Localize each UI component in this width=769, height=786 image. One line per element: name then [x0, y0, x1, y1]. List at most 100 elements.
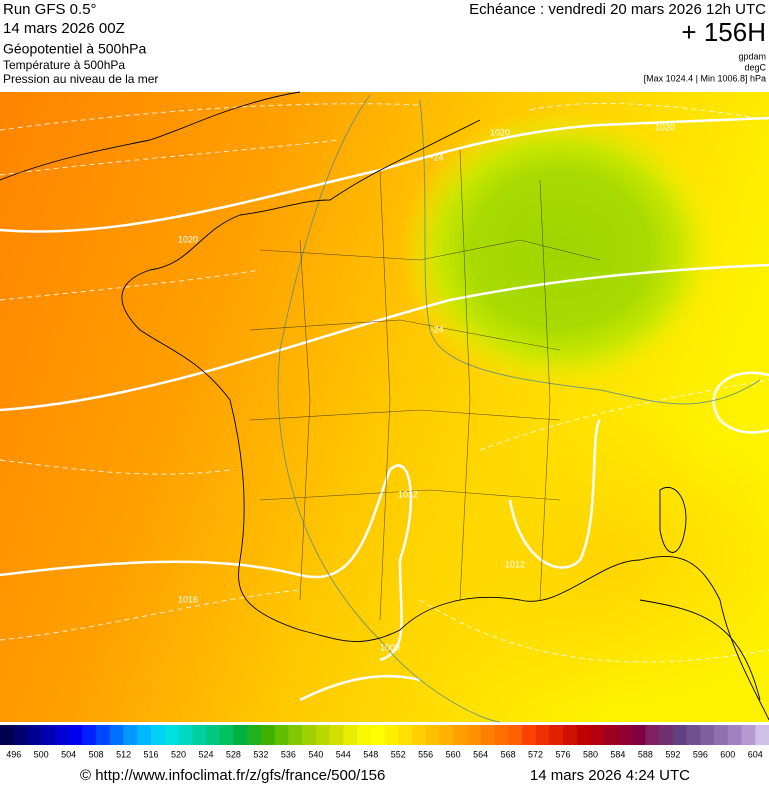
- forecast-step: + 156H: [681, 17, 766, 47]
- contour-label: 1016: [178, 594, 198, 604]
- scale-swatch: [453, 725, 468, 745]
- scale-swatch: [631, 725, 646, 745]
- scale-swatch: [604, 725, 619, 745]
- contour-label: 1020: [178, 234, 198, 244]
- scale-swatch: [315, 725, 330, 745]
- scale-label: 532: [253, 749, 268, 759]
- scale-swatch: [247, 725, 262, 745]
- scale-label: 504: [61, 749, 76, 759]
- scale-swatch: [727, 725, 742, 745]
- scale-label: 592: [665, 749, 680, 759]
- scale-swatch: [260, 725, 275, 745]
- scale-label: 548: [363, 749, 378, 759]
- contour-label: 1020: [655, 122, 675, 132]
- scale-swatch: [480, 725, 495, 745]
- scale-swatch: [686, 725, 701, 745]
- scale-swatch: [68, 725, 83, 745]
- scale-label: 540: [308, 749, 323, 759]
- scale-label: 580: [583, 749, 598, 759]
- scale-swatch: [123, 725, 138, 745]
- scale-swatch: [521, 725, 536, 745]
- field: Température à 500hPa: [3, 58, 125, 72]
- pressure-range: [Max 1024.4 | Min 1006.8] hPa: [644, 73, 766, 83]
- generated-time: 14 mars 2026 4:24 UTC: [530, 767, 690, 784]
- map: 1020 1020 1020 1016 1012 1012 1008 -24 -24: [0, 91, 769, 723]
- contour-label: 1020: [490, 127, 510, 137]
- scale-label: 588: [638, 749, 653, 759]
- scale-label: 512: [116, 749, 131, 759]
- scale-swatch: [576, 725, 591, 745]
- scale-swatch: [370, 725, 385, 745]
- scale-label: 500: [34, 749, 49, 759]
- borders: [249, 149, 601, 621]
- source-url: © http://www.infoclimat.fr/z/gfs/france/…: [80, 767, 385, 784]
- contour-label: -24: [430, 324, 443, 334]
- scale-swatch: [741, 725, 756, 745]
- scale-swatch: [82, 725, 97, 745]
- scale-swatch: [357, 725, 372, 745]
- scale-swatch: [288, 725, 303, 745]
- scale-label: 536: [281, 749, 296, 759]
- scale-label: 556: [418, 749, 433, 759]
- scale-swatch: [549, 725, 564, 745]
- scale-label: 552: [391, 749, 406, 759]
- scale-swatch: [192, 725, 207, 745]
- scale-label: 524: [198, 749, 213, 759]
- contour-label: -24: [430, 152, 443, 162]
- scale-swatch: [590, 725, 605, 745]
- scale-swatch: [274, 725, 289, 745]
- scale-swatch: [700, 725, 715, 745]
- scale-label: 604: [748, 749, 763, 759]
- scale-swatch: [205, 725, 221, 745]
- footer: © http://www.infoclimat.fr/z/gfs/france/…: [80, 767, 690, 784]
- contour-label: 1012: [505, 559, 525, 569]
- unit: gpdam: [738, 51, 766, 61]
- isobars: [0, 116, 769, 702]
- scale-label: 560: [446, 749, 461, 759]
- scale-swatch: [398, 725, 413, 745]
- unit: degC: [744, 62, 766, 72]
- scale-label: 508: [89, 749, 104, 759]
- scale-label: 520: [171, 749, 186, 759]
- scale-swatch: [27, 725, 42, 745]
- run: Run GFS 0.5°: [3, 1, 97, 18]
- scale-swatch: [466, 725, 481, 745]
- scale-label: 516: [144, 749, 159, 759]
- scale-label: 528: [226, 749, 241, 759]
- scale-swatch: [425, 725, 440, 745]
- contour-label: 1008: [380, 642, 400, 652]
- coastlines: [0, 91, 769, 721]
- scale-label: 600: [720, 749, 735, 759]
- scale-swatch: [54, 725, 69, 745]
- scale-swatch: [714, 725, 729, 745]
- scale-swatch: [755, 725, 769, 745]
- scale-swatch: [439, 725, 454, 745]
- scale-swatch: [219, 725, 234, 745]
- scale-swatch: [645, 725, 660, 745]
- scale-swatch: [0, 725, 15, 745]
- scale-label: 576: [556, 749, 571, 759]
- scale-swatch: [151, 725, 166, 745]
- scale-swatch: [13, 725, 28, 745]
- scale-label: 596: [693, 749, 708, 759]
- scale-swatch: [508, 725, 523, 745]
- scale-label: 496: [6, 749, 21, 759]
- scale-swatch: [96, 725, 111, 745]
- scale-swatch: [563, 725, 578, 745]
- scale-swatch: [137, 725, 152, 745]
- scale-swatch: [343, 725, 358, 745]
- scale-swatch: [178, 725, 193, 745]
- scale-swatch: [233, 725, 248, 745]
- scale-swatch: [41, 725, 56, 745]
- valid-time: Echéance : vendredi 20 mars 2026 12h UTC: [469, 1, 766, 18]
- scale-swatch: [659, 725, 674, 745]
- scale-label: 568: [501, 749, 516, 759]
- isotherms: [0, 102, 769, 663]
- temperature-zone: [380, 410, 769, 710]
- scale-swatch: [384, 725, 399, 745]
- scale-label: 572: [528, 749, 543, 759]
- contour-label: 1012: [398, 489, 418, 499]
